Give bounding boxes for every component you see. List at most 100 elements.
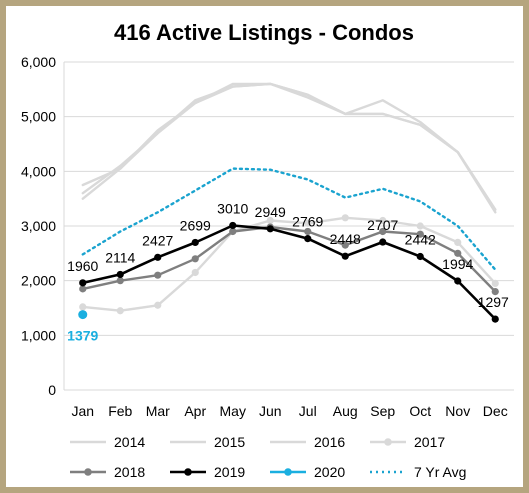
legend-item-2014: 2014 [70,434,145,450]
legend-label: 2016 [314,434,345,450]
series-2016 [81,82,497,211]
y-tick-label: 5,000 [21,109,56,125]
data-label: 1297 [478,294,509,310]
data-point [79,279,87,287]
series-line [81,167,497,271]
legend-item-2015: 2015 [170,434,245,450]
legend-label: 2017 [414,434,445,450]
data-point [379,216,387,225]
x-tick-label: Apr [184,403,206,419]
data-point [191,268,199,277]
x-tick-label: Nov [445,403,470,419]
data-point [379,227,387,236]
data-point [304,219,312,227]
series-2020 [78,310,88,320]
data-point [229,221,237,230]
y-tick-label: 6,000 [21,54,56,70]
data-label: 1960 [67,258,98,274]
series-line [81,216,497,312]
x-tick-label: Feb [108,403,132,419]
chart-frame: 416 Active Listings - Condos 0 1,000 2,000… [6,6,523,487]
legend-marker [384,438,392,446]
data-point [116,270,124,279]
legend-marker [84,468,92,476]
legend-item-2018: 2018 [70,464,145,480]
data-label: 2427 [142,232,173,248]
x-tick-label: May [220,403,246,419]
data-label: 2699 [180,217,211,233]
data-point [154,301,162,309]
legend-label: 2020 [314,464,345,480]
x-tick-label: Sep [370,403,395,419]
legend-item-7-yr-avg: 7 Yr Avg [370,464,466,480]
data-label: 2448 [330,231,361,247]
x-tick-label: Oct [409,403,431,419]
data-point [491,279,499,287]
y-tick-label: 0 [48,382,56,398]
data-point [416,230,424,238]
data-label: 2114 [105,249,135,265]
data-point [191,255,199,263]
data-point [191,238,199,247]
data-point [154,253,162,261]
data-label: 2442 [405,232,436,248]
legend-item-2016: 2016 [270,434,345,450]
data-label: 3010 [217,200,248,216]
data-point [491,288,499,296]
data-label-2020: 1379 [67,328,98,344]
data-point [116,277,124,285]
data-point [266,225,274,233]
data-point [304,235,312,243]
data-point [304,227,312,236]
series-line [81,224,497,321]
data-point [379,238,387,246]
data-label: 2707 [367,217,398,233]
series-2014 [81,82,497,214]
legend-item-2020: 2020 [270,464,345,480]
chart-title: 416 Active Listings - Condos [114,20,414,45]
data-label: 2949 [255,204,286,220]
data-point [454,249,462,257]
series-line [81,82,497,214]
x-tick-label: Mar [146,403,170,419]
series-2019 [79,221,499,323]
legend-item-2017: 2017 [370,434,445,450]
x-tick-label: Jun [259,403,282,419]
data-point [341,241,349,249]
data-point [79,303,87,311]
series-7-yr-avg [81,167,497,271]
data-point [416,222,424,230]
series-line [81,82,497,211]
y-tick-label: 4,000 [21,163,56,179]
data-point [229,227,237,236]
data-point [116,307,124,315]
y-tick-label: 1,000 [21,327,56,343]
data-point [454,277,462,285]
legend-item-2019: 2019 [170,464,245,480]
data-point [491,315,499,323]
legend-marker [184,468,192,476]
data-label: 1994 [442,256,473,272]
data-point [154,271,162,279]
data-point [454,238,462,246]
line-chart: 416 Active Listings - Condos 0 1,000 2,000… [21,20,514,480]
legend-label: 2015 [214,434,245,450]
x-tick-label: Aug [333,403,358,419]
y-tick-label: 3,000 [21,218,56,234]
data-point [341,252,349,260]
series-line [81,225,497,293]
x-tick-label: Jul [299,403,317,419]
series-2017 [79,214,499,315]
data-point [79,285,87,293]
legend-marker [284,468,292,476]
legend-label: 2018 [114,464,145,480]
data-point [416,252,424,261]
x-tick-label: Jan [71,403,94,419]
series-2018 [79,223,499,296]
data-label: 2769 [292,214,323,230]
y-tick-label: 2,000 [21,273,56,289]
data-point [78,310,88,320]
data-point [266,216,274,225]
data-point [341,214,349,222]
legend-label: 2019 [214,464,245,480]
